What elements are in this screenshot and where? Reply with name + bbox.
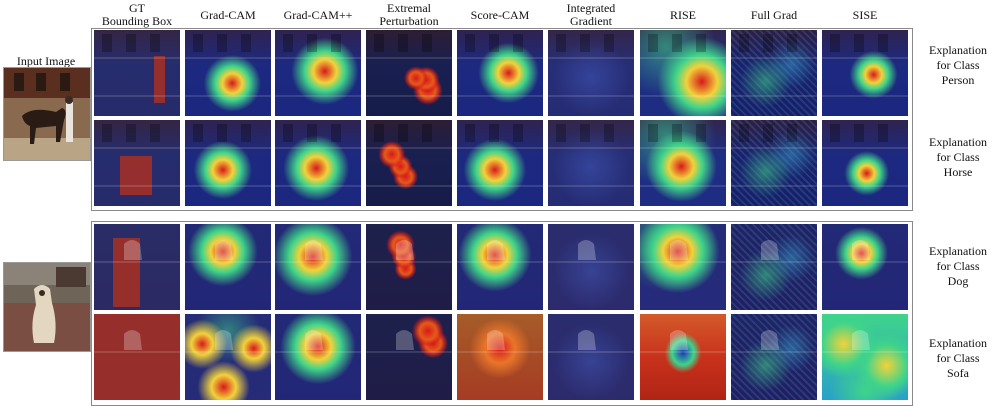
scene-outline bbox=[94, 34, 180, 97]
scene-outline bbox=[822, 124, 908, 187]
heatmap-sofa-gt bbox=[94, 314, 180, 400]
scene-outline bbox=[457, 124, 543, 187]
header-grad-cam: Grad-CAM bbox=[200, 7, 256, 22]
scene-outline bbox=[731, 34, 817, 97]
scene-outline bbox=[185, 330, 271, 353]
heatmap-horse-extremal bbox=[366, 120, 452, 206]
scene-outline bbox=[275, 34, 361, 97]
scene-outline bbox=[275, 240, 361, 263]
scene-outline bbox=[275, 124, 361, 187]
header-integrated-gradient: Integrated Gradient bbox=[566, 1, 616, 28]
heatmap-sofa-scorecam bbox=[457, 314, 543, 400]
header-score-cam: Score-CAM bbox=[470, 7, 530, 22]
scene-outline bbox=[185, 240, 271, 263]
header-grad-cam-pp: Grad-CAM++ bbox=[283, 7, 353, 22]
scene-outline bbox=[548, 240, 634, 263]
scene-outline bbox=[731, 240, 817, 263]
input-photo-dog bbox=[3, 262, 91, 352]
header-sise: SISE bbox=[852, 7, 878, 22]
input-photo-horse bbox=[3, 67, 91, 161]
heatmap-sofa-gradcampp bbox=[275, 314, 361, 400]
heatmap-sofa-intgrad bbox=[548, 314, 634, 400]
header-extremal-perturbation: Extremal Perturbation bbox=[379, 1, 439, 28]
heatmap-person-scorecam bbox=[457, 30, 543, 116]
heatmap-dog-scorecam bbox=[457, 224, 543, 310]
heatmap-horse-scorecam bbox=[457, 120, 543, 206]
scene-outline bbox=[275, 330, 361, 353]
scene-outline bbox=[548, 34, 634, 97]
heatmap-person-extremal bbox=[366, 30, 452, 116]
explanation-horse: Explanation for Class Horse bbox=[929, 135, 987, 179]
scene-outline bbox=[94, 330, 180, 353]
input-image-label: Input Image bbox=[16, 54, 76, 68]
heatmap-horse-sise bbox=[822, 120, 908, 206]
heatmap-person-gradcam bbox=[185, 30, 271, 116]
heatmap-horse-gt bbox=[94, 120, 180, 206]
scene-outline bbox=[640, 34, 726, 97]
scene-outline bbox=[822, 330, 908, 353]
gt-box bbox=[112, 237, 141, 307]
gt-box bbox=[94, 314, 180, 400]
heatmap-sofa-sise bbox=[822, 314, 908, 400]
heatmap-person-rise bbox=[640, 30, 726, 116]
heatmap-sofa-gradcam bbox=[185, 314, 271, 400]
scene-outline bbox=[185, 124, 271, 187]
header-gt-bounding-box: GT Bounding Box bbox=[101, 1, 173, 28]
heatmap-dog-extremal bbox=[366, 224, 452, 310]
scene-outline bbox=[548, 124, 634, 187]
gt-box bbox=[154, 55, 165, 104]
heatmap-dog-fullgrad bbox=[731, 224, 817, 310]
heatmap-horse-fullgrad bbox=[731, 120, 817, 206]
heatmap-dog-intgrad bbox=[548, 224, 634, 310]
heatmap-dog-gradcampp bbox=[275, 224, 361, 310]
scene-outline bbox=[366, 240, 452, 263]
scene-outline bbox=[822, 240, 908, 263]
heatmap-horse-gradcam bbox=[185, 120, 271, 206]
scene-outline bbox=[548, 330, 634, 353]
scene-outline bbox=[185, 34, 271, 97]
header-full-grad: Full Grad bbox=[750, 7, 798, 22]
scene-outline bbox=[94, 240, 180, 263]
heatmap-dog-gradcam bbox=[185, 224, 271, 310]
heatmap-dog-gt bbox=[94, 224, 180, 310]
scene-outline bbox=[457, 240, 543, 263]
scene-outline bbox=[457, 34, 543, 97]
scene-outline bbox=[94, 124, 180, 187]
heatmap-person-intgrad bbox=[548, 30, 634, 116]
explanation-person: Explanation for Class Person bbox=[929, 43, 987, 87]
scene-outline bbox=[731, 124, 817, 187]
heatmap-dog-sise bbox=[822, 224, 908, 310]
heatmap-dog-rise bbox=[640, 224, 726, 310]
explanation-dog: Explanation for Class Dog bbox=[929, 244, 987, 288]
scene-outline bbox=[640, 330, 726, 353]
header-rise: RISE bbox=[669, 7, 696, 22]
scene-outline bbox=[640, 124, 726, 187]
scene-outline bbox=[457, 330, 543, 353]
scene-outline bbox=[640, 240, 726, 263]
explanation-sofa: Explanation for Class Sofa bbox=[929, 336, 987, 380]
scene-outline bbox=[366, 330, 452, 353]
heatmap-sofa-extremal bbox=[366, 314, 452, 400]
heatmap-person-fullgrad bbox=[731, 30, 817, 116]
heatmap-sofa-fullgrad bbox=[731, 314, 817, 400]
scene-outline bbox=[731, 330, 817, 353]
heatmap-person-gt bbox=[94, 30, 180, 116]
heatmap-sofa-rise bbox=[640, 314, 726, 400]
heatmap-person-gradcampp bbox=[275, 30, 361, 116]
heatmap-horse-rise bbox=[640, 120, 726, 206]
heatmap-person-sise bbox=[822, 30, 908, 116]
scene-outline bbox=[366, 124, 452, 187]
gt-box bbox=[119, 156, 153, 195]
scene-outline bbox=[366, 34, 452, 97]
heatmap-horse-intgrad bbox=[548, 120, 634, 206]
scene-outline bbox=[822, 34, 908, 97]
heatmap-horse-gradcampp bbox=[275, 120, 361, 206]
